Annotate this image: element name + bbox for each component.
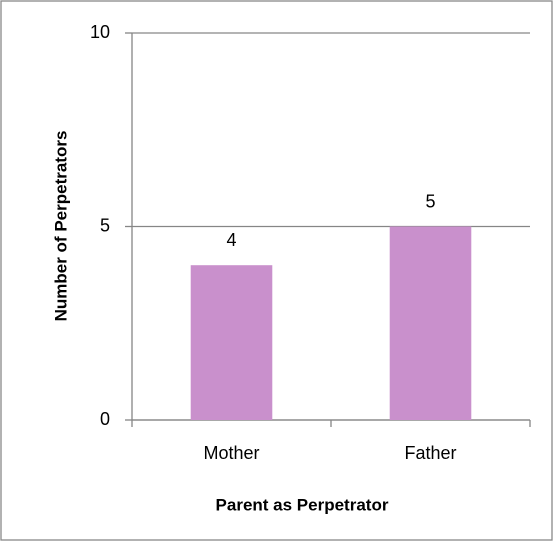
data-label: 5 <box>425 191 435 211</box>
x-axis-title: Parent as Perpetrator <box>216 495 389 514</box>
x-tick-label: Father <box>404 443 456 463</box>
y-axis-title: Number of Perpetrators <box>51 131 70 322</box>
data-label: 4 <box>226 230 236 250</box>
x-tick-label: Mother <box>203 443 259 463</box>
bar <box>389 226 472 420</box>
y-tick-label: 5 <box>100 215 110 235</box>
bar <box>190 265 273 420</box>
y-tick-label: 0 <box>100 409 110 429</box>
y-tick-label: 10 <box>90 22 110 42</box>
